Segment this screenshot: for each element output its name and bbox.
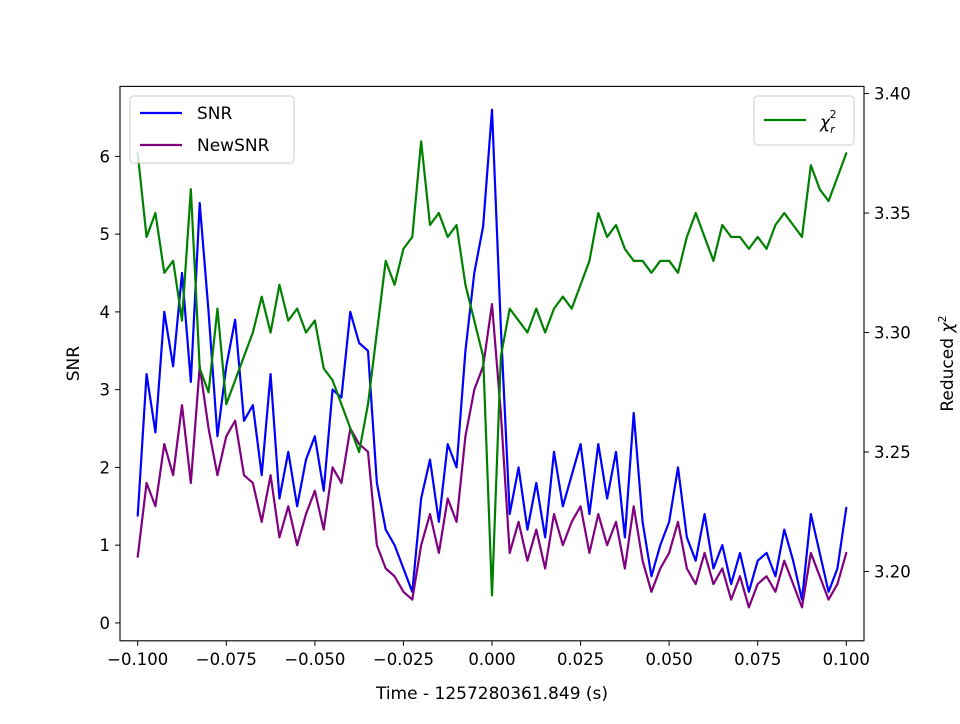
y2-tick-label: 3.25: [874, 443, 911, 462]
x-tick-label: 0.025: [557, 650, 604, 669]
legend-label-chi-subscript: r: [830, 123, 836, 136]
x-tick-label: 0.075: [734, 650, 781, 669]
right-y-axis: 3.20 3.25 3.30 3.35 3.40: [864, 85, 911, 582]
legend-label-chi-symbol: χ: [819, 113, 831, 133]
x-tick-label: −0.025: [373, 650, 434, 669]
right-y-axis-label: Reduced χ2: [936, 316, 958, 412]
right-y-axis-label-symbol: χ: [938, 322, 958, 334]
right-y-axis-label-prefix: Reduced: [938, 333, 958, 412]
x-tick-label: −0.075: [196, 650, 257, 669]
x-tick-label: −0.050: [284, 650, 345, 669]
series-line-newsnr: [136, 303, 848, 609]
y2-tick-label: 3.30: [874, 324, 911, 343]
x-tick-label: 0.100: [823, 650, 870, 669]
y2-tick-label: 3.35: [874, 204, 911, 223]
series-line-snr: [136, 108, 848, 601]
legend-label-chi-superscript: 2: [830, 108, 837, 121]
x-axis: −0.100 −0.075 −0.050 −0.025 0.000 0.025 0.050 0…: [107, 640, 870, 669]
x-tick-label: 0.050: [646, 650, 693, 669]
left-y-axis: 0 1 2 3 4 5 6: [100, 147, 120, 633]
x-tick-label: −0.100: [107, 650, 168, 669]
legend-label-snr: SNR: [197, 104, 233, 124]
legend-label-newsnr: NewSNR: [197, 136, 270, 156]
x-tick-label: 0.000: [468, 650, 515, 669]
y-tick-label: 3: [100, 381, 111, 400]
legend-right: χr 2: [753, 95, 855, 146]
series-layer: [136, 108, 848, 609]
x-axis-label: Time - 1257280361.849 (s): [375, 684, 608, 704]
y2-tick-label: 3.40: [874, 85, 911, 104]
y-tick-label: 0: [100, 614, 111, 633]
y-tick-label: 4: [100, 303, 111, 322]
y-tick-label: 2: [100, 458, 111, 477]
y2-tick-label: 3.20: [874, 563, 911, 582]
y-tick-label: 6: [100, 147, 111, 166]
left-y-axis-label: SNR: [64, 346, 84, 382]
legend-label-reduced-chi-squared: χr 2: [819, 108, 837, 136]
y-tick-label: 1: [100, 536, 111, 555]
legend-left: SNR NewSNR: [129, 95, 295, 164]
right-y-axis-label-exponent: 2: [936, 316, 949, 323]
series-line-reduced-chi-squared: [136, 140, 848, 597]
y-tick-label: 5: [100, 225, 111, 244]
